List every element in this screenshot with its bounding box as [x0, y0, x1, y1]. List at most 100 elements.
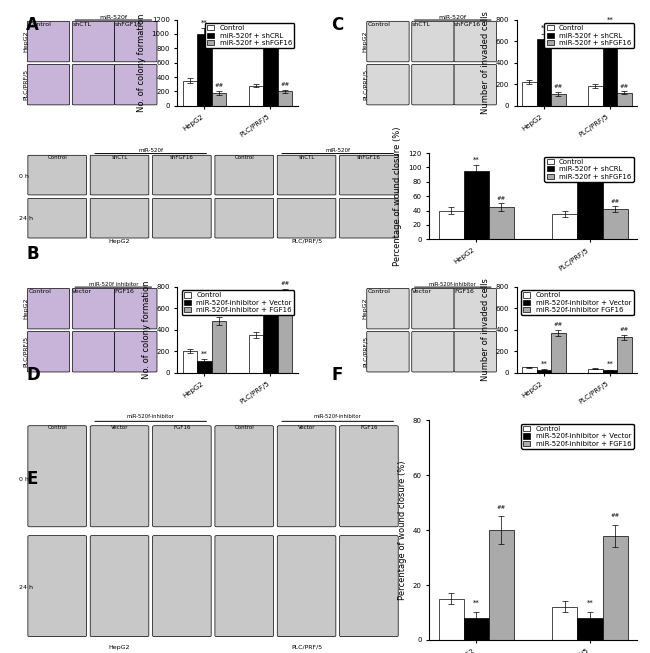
Text: HepG2: HepG2	[109, 239, 130, 244]
FancyBboxPatch shape	[411, 65, 454, 105]
Text: miR-520f: miR-520f	[439, 15, 467, 20]
Text: ##: ##	[280, 82, 289, 87]
Text: ##: ##	[619, 327, 629, 332]
FancyBboxPatch shape	[411, 332, 454, 372]
Bar	[617, 338, 632, 373]
FancyBboxPatch shape	[28, 155, 86, 195]
Text: ##: ##	[497, 196, 506, 201]
Text: **: **	[586, 600, 593, 606]
Text: shFGF16: shFGF16	[454, 22, 481, 27]
Text: miR-520f-inhibitor: miR-520f-inhibitor	[429, 282, 476, 287]
Bar	[552, 607, 577, 640]
Text: 0 h: 0 h	[18, 477, 29, 482]
FancyBboxPatch shape	[215, 155, 274, 195]
Text: HepG2: HepG2	[363, 298, 368, 319]
FancyBboxPatch shape	[72, 22, 114, 62]
Text: A: A	[26, 16, 39, 35]
Bar	[588, 368, 603, 373]
FancyBboxPatch shape	[215, 199, 274, 238]
FancyBboxPatch shape	[454, 289, 497, 329]
Text: miR-520f: miR-520f	[99, 15, 127, 20]
Bar	[603, 209, 627, 239]
Text: Control: Control	[29, 22, 51, 27]
FancyBboxPatch shape	[153, 426, 211, 527]
Y-axis label: Percentage of wound closure (%): Percentage of wound closure (%)	[398, 460, 407, 600]
Text: ##: ##	[214, 84, 224, 88]
FancyBboxPatch shape	[114, 65, 157, 105]
Bar	[212, 93, 226, 106]
Text: 24 h: 24 h	[18, 216, 32, 221]
FancyBboxPatch shape	[153, 155, 211, 195]
FancyBboxPatch shape	[72, 65, 114, 105]
FancyBboxPatch shape	[27, 332, 70, 372]
Text: ##: ##	[619, 84, 629, 89]
FancyBboxPatch shape	[72, 332, 114, 372]
FancyBboxPatch shape	[278, 155, 336, 195]
Text: ##: ##	[610, 513, 619, 518]
Bar	[537, 39, 551, 106]
Text: **: **	[267, 290, 274, 296]
Text: FGF16: FGF16	[360, 424, 378, 430]
Text: Vector: Vector	[411, 289, 432, 295]
Legend: Control, miR-520f + shCRL, miR-520f + shFGF16: Control, miR-520f + shCRL, miR-520f + sh…	[545, 23, 634, 48]
Y-axis label: Percentage of wound closure (%): Percentage of wound closure (%)	[393, 127, 402, 266]
FancyBboxPatch shape	[339, 199, 398, 238]
Text: Control: Control	[368, 289, 391, 295]
Text: **: **	[473, 600, 480, 606]
Text: ##: ##	[554, 84, 563, 89]
Bar	[263, 303, 278, 373]
Text: miR-520f inhibitor: miR-520f inhibitor	[88, 282, 138, 287]
Text: shCTL: shCTL	[111, 155, 127, 160]
FancyBboxPatch shape	[90, 199, 149, 238]
FancyBboxPatch shape	[114, 289, 157, 329]
Text: miR-520f-inhibitor: miR-520f-inhibitor	[314, 414, 361, 419]
Text: PLC/PRF/5: PLC/PRF/5	[23, 69, 29, 100]
FancyBboxPatch shape	[278, 535, 336, 637]
Bar	[489, 207, 514, 239]
Text: ##: ##	[214, 310, 224, 314]
Bar	[463, 618, 489, 640]
Text: PLC/PRF/5: PLC/PRF/5	[363, 336, 368, 367]
FancyBboxPatch shape	[339, 426, 398, 527]
Text: ##: ##	[280, 281, 289, 286]
Text: 24 h: 24 h	[18, 584, 32, 590]
Text: **: **	[541, 25, 547, 31]
FancyBboxPatch shape	[339, 535, 398, 637]
Y-axis label: Number of invaded cells: Number of invaded cells	[481, 278, 490, 381]
FancyBboxPatch shape	[27, 289, 70, 329]
FancyBboxPatch shape	[27, 65, 70, 105]
Text: **: **	[267, 24, 274, 30]
Text: miR-520f: miR-520f	[138, 148, 163, 153]
Bar	[248, 86, 263, 106]
FancyBboxPatch shape	[90, 426, 149, 527]
Bar	[489, 530, 514, 640]
FancyBboxPatch shape	[72, 289, 114, 329]
Bar	[603, 370, 617, 373]
Bar	[617, 93, 632, 106]
FancyBboxPatch shape	[278, 426, 336, 527]
Bar	[278, 91, 292, 106]
Text: miR-520f: miR-520f	[325, 148, 350, 153]
Bar	[197, 361, 212, 373]
Text: shFGF16: shFGF16	[114, 22, 142, 27]
Bar	[551, 333, 566, 373]
Legend: Control, miR-520f + shCRL, miR-520f + shFGF16: Control, miR-520f + shCRL, miR-520f + sh…	[545, 157, 634, 182]
FancyBboxPatch shape	[114, 332, 157, 372]
Bar	[263, 37, 278, 106]
Text: 0 h: 0 h	[18, 174, 29, 179]
FancyBboxPatch shape	[27, 22, 70, 62]
Text: Vector: Vector	[298, 424, 315, 430]
Text: C: C	[332, 16, 344, 35]
Bar	[278, 295, 292, 373]
Bar	[588, 86, 603, 106]
Text: FGF16: FGF16	[454, 289, 474, 295]
FancyBboxPatch shape	[367, 65, 409, 105]
Text: PLC/PRF/5: PLC/PRF/5	[363, 69, 368, 100]
FancyBboxPatch shape	[28, 426, 86, 527]
FancyBboxPatch shape	[114, 22, 157, 62]
Bar	[577, 618, 603, 640]
FancyBboxPatch shape	[28, 535, 86, 637]
Bar	[248, 335, 263, 373]
Text: PLC/PRF/5: PLC/PRF/5	[291, 239, 322, 244]
Text: Control: Control	[235, 424, 254, 430]
